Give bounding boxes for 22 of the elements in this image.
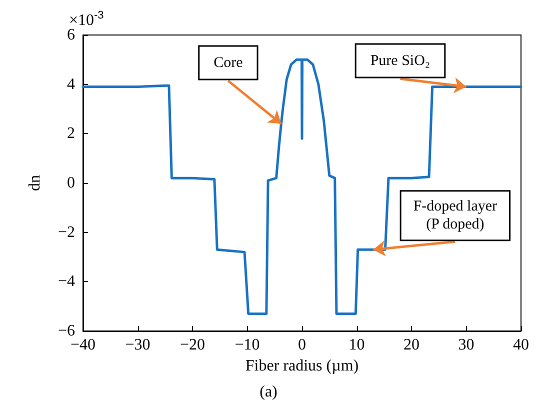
annotation: Pure SiO₂ <box>370 52 430 69</box>
text: (a) <box>260 384 278 400</box>
x-tick-label: 40 <box>513 336 529 354</box>
x-tick-label: −10 <box>234 336 260 354</box>
x-tick-label: −20 <box>180 336 206 354</box>
x-axis-title: Fiber radius (µm) <box>245 357 359 374</box>
y-tick-label: −4 <box>58 273 75 290</box>
x-tick-label: −30 <box>125 336 150 354</box>
x-tick-label: 30 <box>458 336 474 354</box>
y-tick-label: −2 <box>58 224 75 241</box>
y-tick-label: −6 <box>58 322 75 340</box>
x-tick-label: 20 <box>404 336 420 354</box>
annotation: F-doped layer (P doped) <box>413 198 498 233</box>
x-tick-label: −40 <box>70 336 96 354</box>
x-tick-label: 0 <box>298 336 306 354</box>
y-tick-label: 6 <box>67 26 75 44</box>
y-axis-title: dn <box>26 175 44 191</box>
y-tick-label: 2 <box>67 125 75 142</box>
y-tick-label: 4 <box>67 76 75 93</box>
x-tick-label: 10 <box>348 336 365 354</box>
annotation: Core <box>214 54 244 71</box>
y-tick-label: 0 <box>67 174 75 192</box>
